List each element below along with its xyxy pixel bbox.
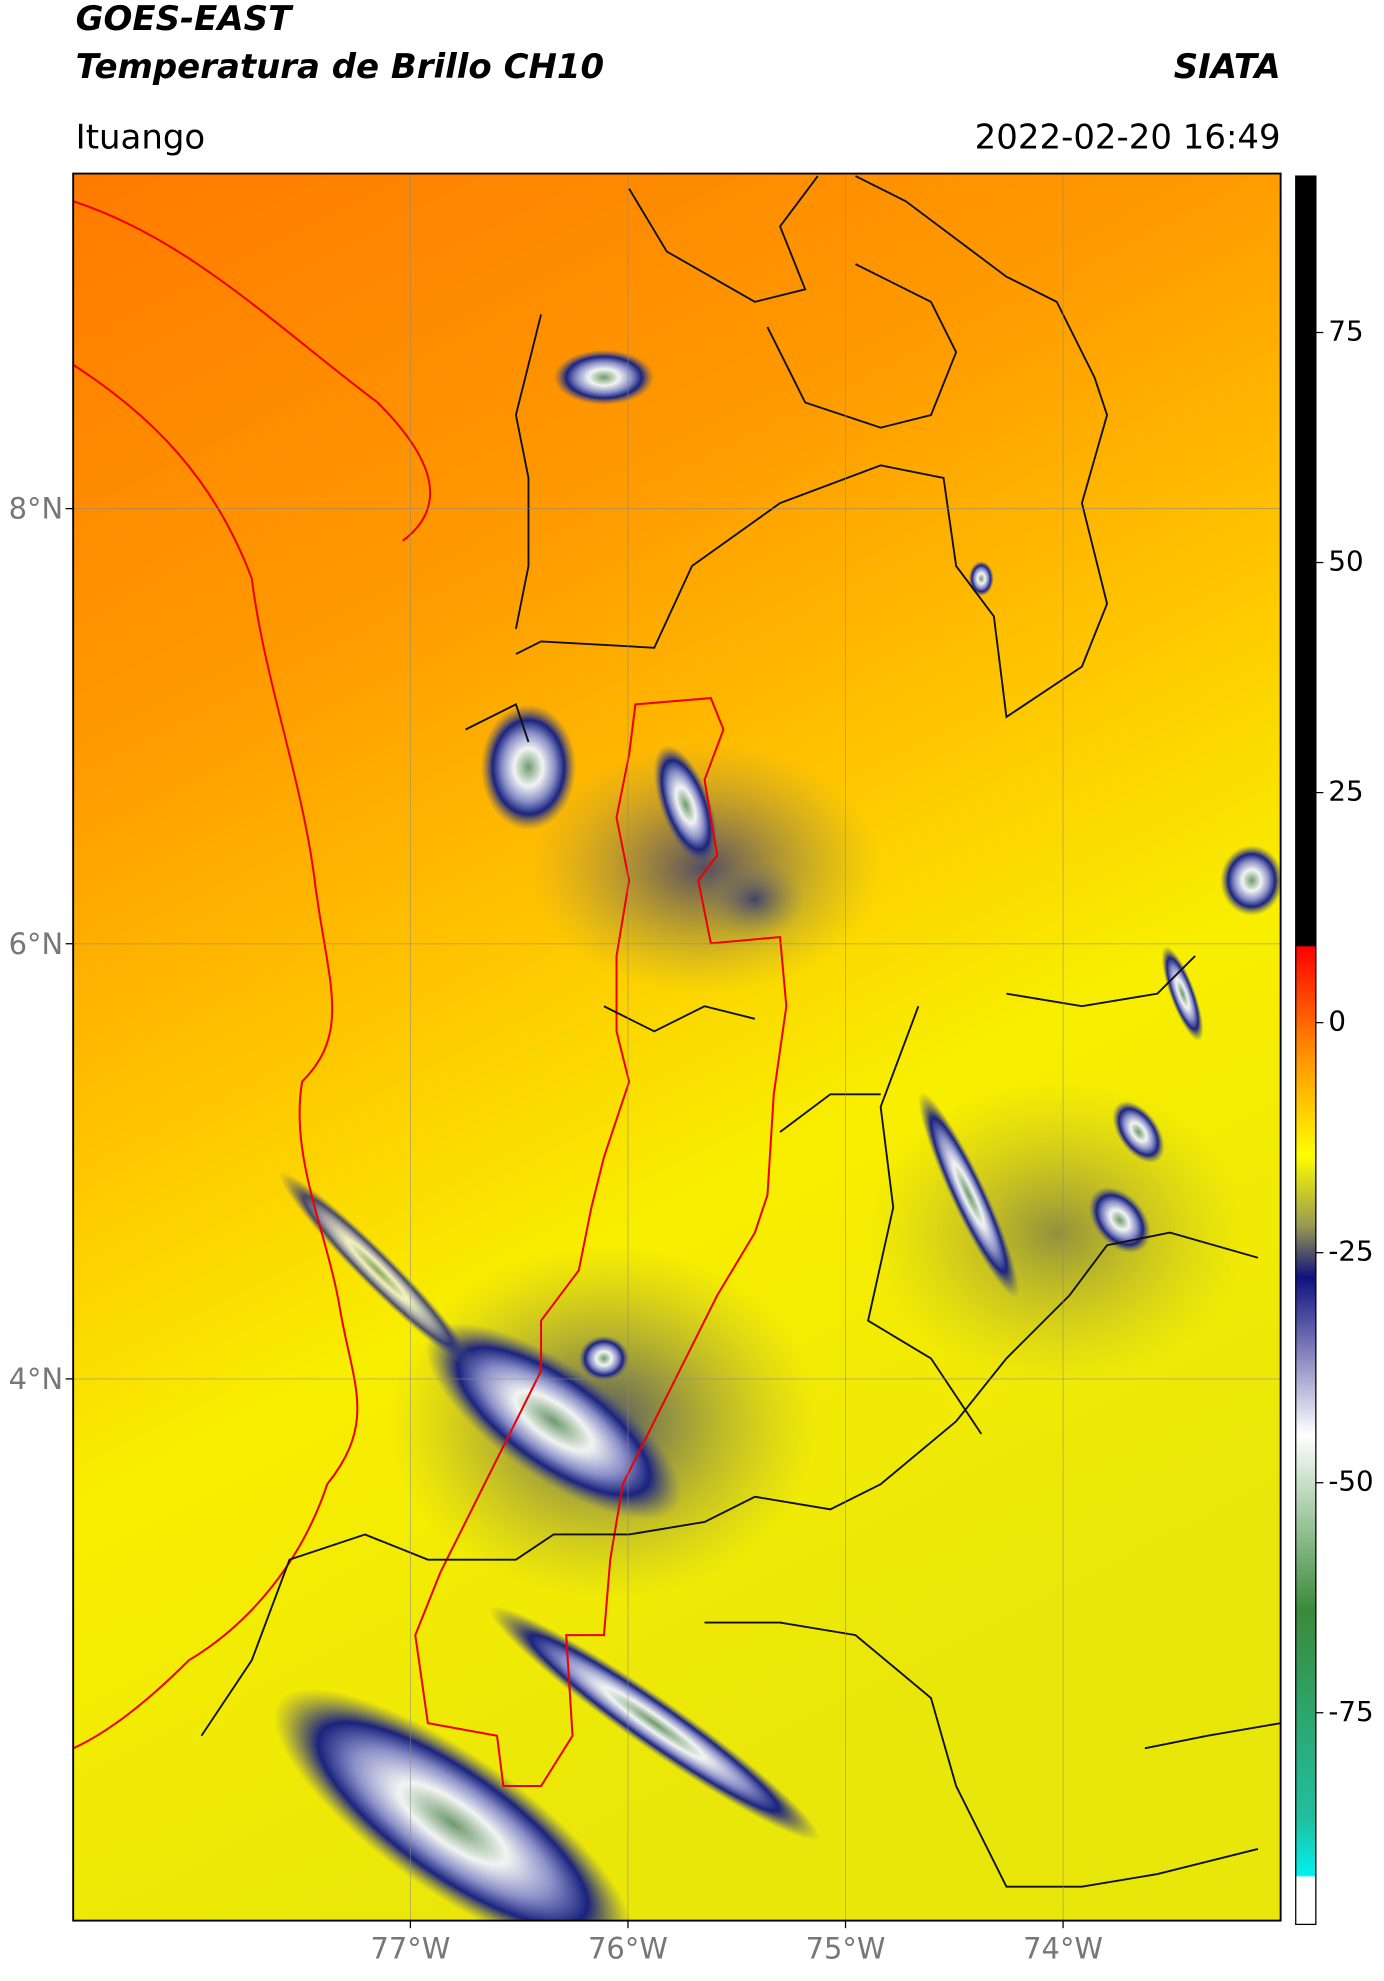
colorbar-tick-label: 25	[1328, 775, 1363, 808]
y-tick-label: 4°N	[9, 1362, 63, 1396]
colorbar	[1295, 175, 1317, 1926]
timestamp: 2022-02-20 16:49	[975, 117, 1281, 157]
y-tick-label: 6°N	[9, 927, 63, 961]
colorbar-tick-label: -75	[1328, 1695, 1373, 1728]
colorbar-tick-label: 50	[1328, 545, 1363, 578]
x-tick-label: 76°W	[588, 1931, 668, 1965]
x-tick-label: 74°W	[1023, 1931, 1103, 1965]
title: GOES-EAST	[76, 0, 294, 39]
colorbar-tick-label: -25	[1328, 1235, 1373, 1268]
grid	[73, 173, 1281, 1921]
map-frame	[72, 172, 1282, 1922]
map-image	[73, 173, 1281, 1921]
subtitle: Temperatura de Brillo CH10	[76, 47, 604, 87]
source: SIATA	[1174, 47, 1281, 87]
region: Ituango	[76, 117, 206, 157]
colorbar-tick-label: -50	[1328, 1465, 1373, 1498]
x-tick-label: 77°W	[370, 1931, 450, 1965]
colorbar-tick-label: 75	[1328, 315, 1363, 348]
y-tick-label: 8°N	[9, 492, 63, 526]
x-tick-label: 75°W	[806, 1931, 886, 1965]
colorbar-tick-label: 0	[1328, 1005, 1346, 1038]
